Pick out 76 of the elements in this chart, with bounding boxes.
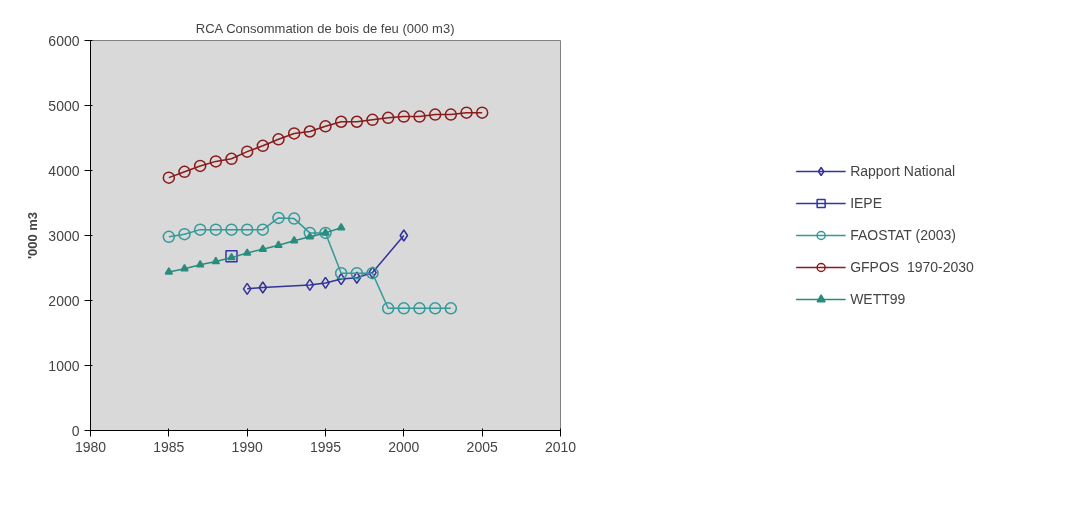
point — [240, 145, 254, 158]
point — [272, 133, 285, 146]
point — [305, 278, 315, 292]
point — [303, 226, 317, 240]
point — [352, 271, 362, 284]
point — [287, 127, 301, 140]
x-tick-label: 1990 — [231, 438, 263, 455]
y-tick-label: 0 — [71, 422, 80, 439]
point — [350, 266, 364, 280]
legend-label: Rapport National — [850, 163, 956, 179]
point — [460, 106, 473, 119]
point — [193, 159, 207, 173]
point — [274, 240, 283, 249]
point — [240, 223, 254, 236]
legend-label: FAOSTAT (2003) — [850, 227, 956, 243]
point — [256, 139, 270, 153]
point — [428, 108, 442, 121]
point — [209, 155, 223, 168]
point — [413, 302, 426, 315]
x-tick-label: 1995 — [309, 438, 342, 455]
point — [287, 212, 301, 225]
point — [336, 222, 346, 231]
point — [162, 230, 176, 244]
y-tick-label: 2000 — [48, 292, 80, 309]
x-tick-label: 1980 — [74, 438, 107, 455]
point — [475, 106, 489, 119]
point — [334, 266, 348, 280]
y-tick-label: 4000 — [48, 162, 80, 179]
x-tick-label: 2005 — [466, 438, 498, 455]
point — [272, 211, 285, 225]
point — [225, 152, 238, 166]
point — [193, 223, 207, 236]
point — [180, 263, 189, 272]
point — [444, 108, 458, 121]
legend-label: IEPE — [850, 195, 883, 211]
y-tick-label: 3000 — [48, 227, 80, 244]
point — [195, 259, 205, 268]
point — [256, 223, 270, 236]
point — [178, 227, 191, 241]
legend-label: WETT99 — [850, 291, 906, 307]
point — [162, 171, 176, 184]
point — [303, 125, 317, 138]
point — [336, 272, 346, 286]
y-tick-label: 5000 — [48, 97, 80, 114]
point — [413, 110, 426, 123]
point — [381, 111, 395, 125]
point — [225, 223, 238, 236]
point — [258, 281, 268, 294]
x-tick-label: 2010 — [544, 438, 577, 455]
point — [211, 256, 221, 265]
point — [399, 229, 409, 242]
x-tick-label: 1985 — [153, 438, 185, 455]
y-axis-title: '000 m3 — [25, 211, 41, 260]
point — [305, 232, 315, 240]
point — [164, 267, 174, 275]
point — [397, 110, 411, 123]
point — [444, 302, 458, 315]
point — [319, 120, 332, 133]
point — [178, 165, 191, 179]
point — [242, 248, 252, 256]
point — [319, 226, 332, 240]
y-tick-label: 6000 — [48, 32, 80, 49]
point — [428, 302, 442, 315]
point — [397, 302, 411, 315]
point — [381, 302, 395, 315]
point — [366, 113, 379, 127]
y-tick-label: 1000 — [48, 357, 80, 374]
legend-label: GFPOS 1970-2030 — [850, 259, 974, 275]
chart-title: RCA Consommation de bois de feu (000 m3) — [195, 20, 455, 36]
x-tick-label: 2000 — [388, 438, 420, 455]
point — [209, 223, 223, 236]
point — [289, 235, 299, 244]
point — [258, 244, 268, 252]
point — [242, 282, 252, 296]
point — [350, 115, 364, 128]
point — [334, 115, 348, 128]
